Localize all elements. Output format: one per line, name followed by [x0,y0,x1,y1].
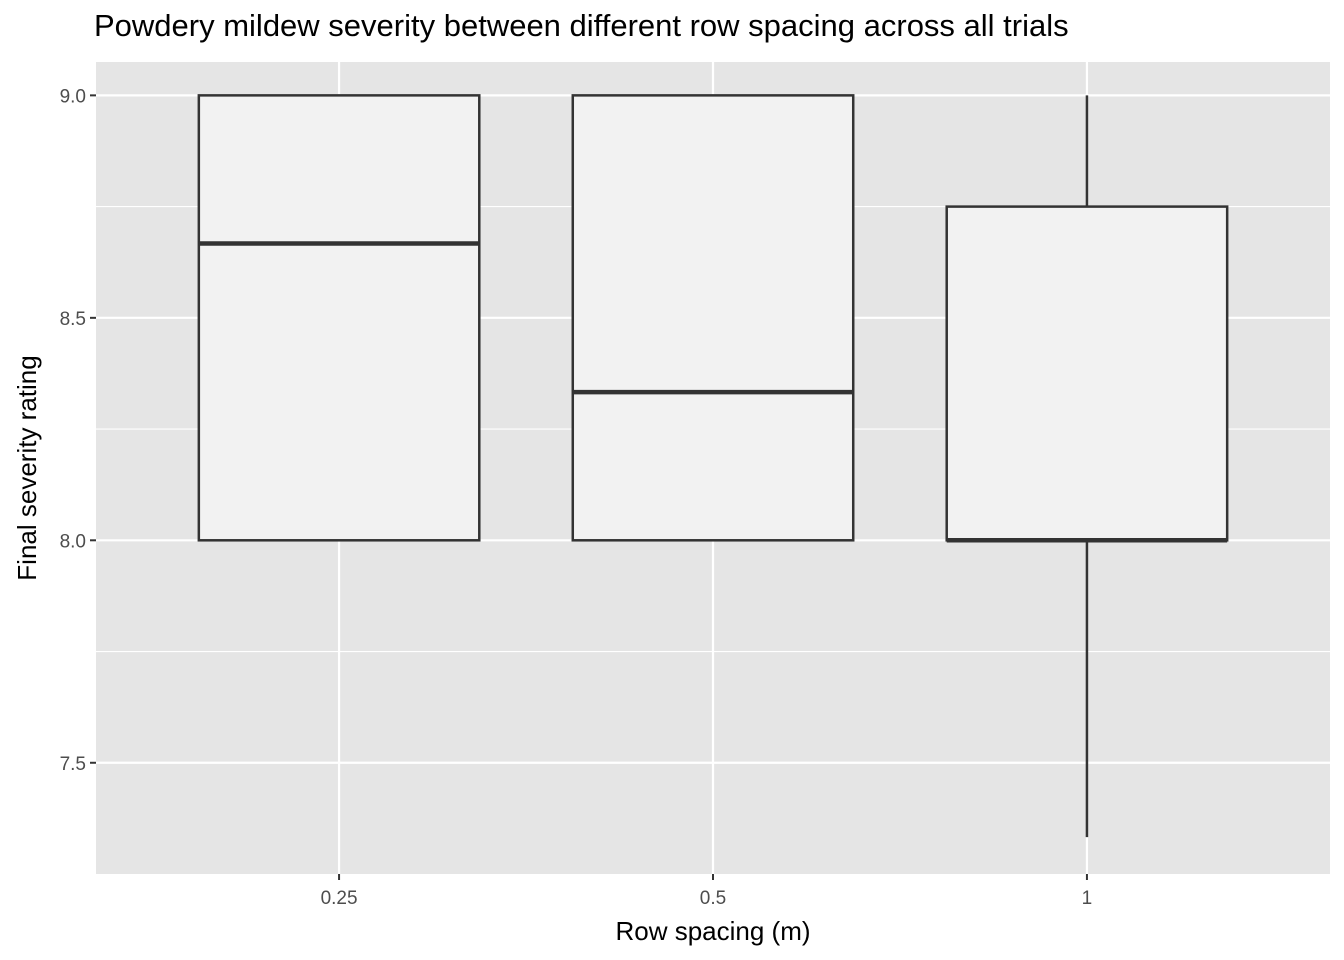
box-rect [571,94,855,542]
box-0.5 [571,94,855,542]
chart-title: Powdery mildew severity between differen… [94,8,1069,43]
box-rect [945,205,1229,542]
y-axis: 7.5 8.0 8.5 9.0 [60,86,96,775]
x-tick-label: 0.5 [700,888,726,909]
box-rect [197,94,481,542]
x-tick-label: 0.25 [321,888,358,909]
box-0.25 [197,94,481,542]
y-tick-label: 7.5 [60,754,86,775]
y-tick-label: 8.0 [60,531,86,552]
y-tick-label: 8.5 [60,309,86,330]
y-axis-title: Final severity rating [12,355,42,580]
x-tick-label: 1 [1082,888,1093,909]
y-tick-label: 9.0 [60,86,86,107]
x-axis: 0.25 0.5 1 [321,874,1093,909]
box-1 [945,95,1229,838]
boxes [197,94,1229,838]
x-axis-title: Row spacing (m) [615,916,810,946]
